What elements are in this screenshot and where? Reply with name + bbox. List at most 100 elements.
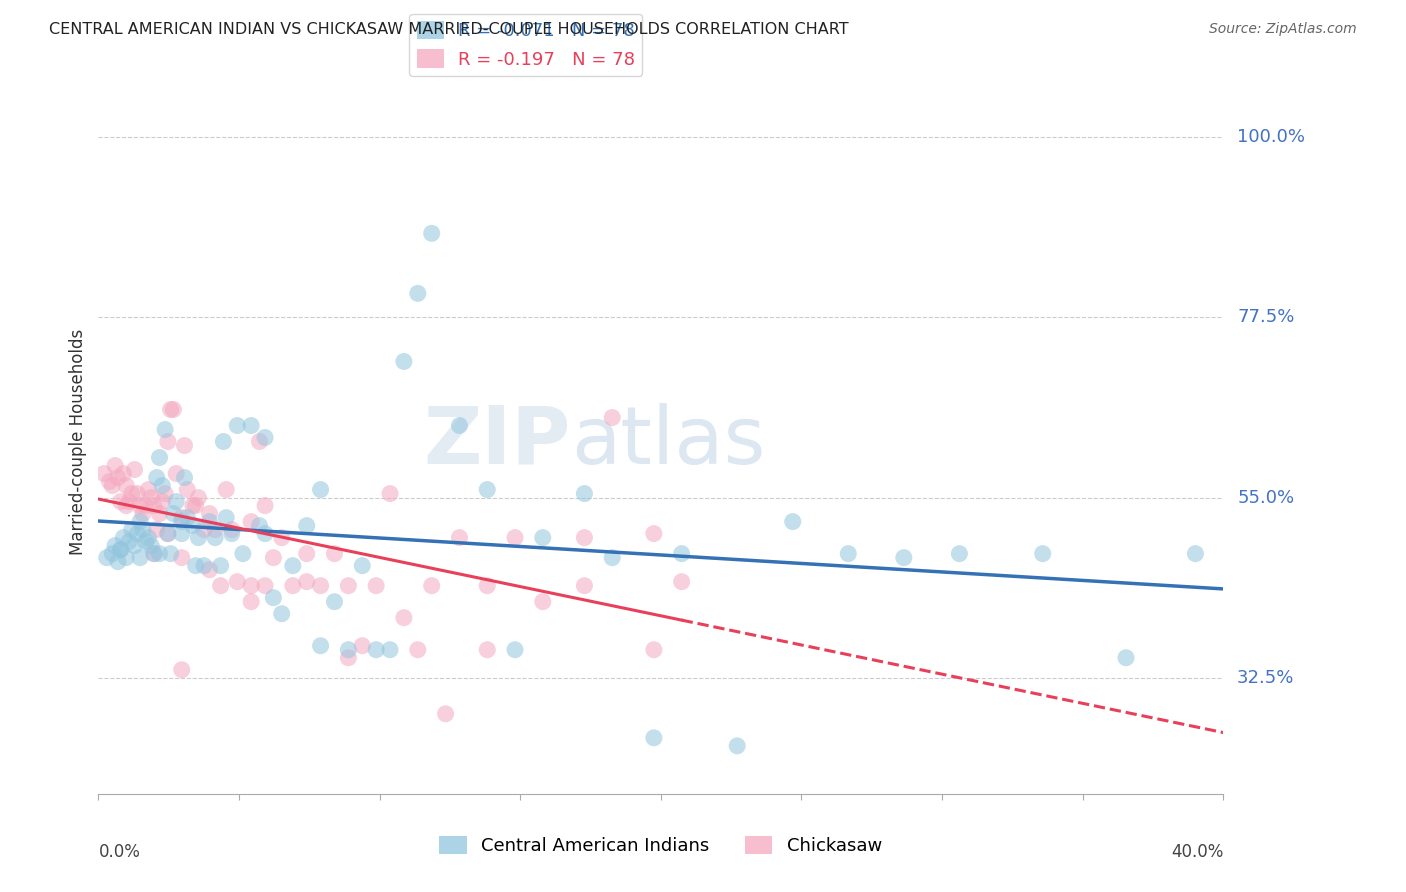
Point bbox=[240, 579, 263, 593]
Point bbox=[104, 539, 127, 553]
Point bbox=[193, 558, 215, 573]
Point bbox=[309, 639, 332, 653]
Point bbox=[132, 507, 155, 521]
Point bbox=[837, 547, 859, 561]
Point bbox=[337, 650, 360, 665]
Point bbox=[145, 470, 167, 484]
Point bbox=[295, 518, 318, 533]
Point bbox=[198, 507, 221, 521]
Point bbox=[112, 531, 135, 545]
Point bbox=[118, 494, 141, 508]
Point bbox=[187, 531, 209, 545]
Point bbox=[1115, 650, 1137, 665]
Point bbox=[221, 526, 243, 541]
Point bbox=[406, 642, 429, 657]
Point bbox=[240, 515, 263, 529]
Text: 40.0%: 40.0% bbox=[1171, 843, 1223, 861]
Point bbox=[150, 478, 173, 492]
Point bbox=[600, 550, 623, 565]
Point bbox=[232, 547, 254, 561]
Point bbox=[162, 402, 184, 417]
Point bbox=[226, 574, 249, 589]
Point bbox=[159, 547, 181, 561]
Point bbox=[93, 467, 115, 481]
Point bbox=[145, 523, 167, 537]
Point bbox=[127, 526, 149, 541]
Point bbox=[503, 531, 526, 545]
Point bbox=[181, 499, 204, 513]
Point bbox=[162, 507, 184, 521]
Point bbox=[254, 526, 277, 541]
Point bbox=[643, 642, 665, 657]
Point bbox=[671, 574, 693, 589]
Point bbox=[366, 579, 388, 593]
Text: 77.5%: 77.5% bbox=[1237, 309, 1295, 326]
Point bbox=[249, 518, 271, 533]
Point bbox=[392, 610, 415, 624]
Point bbox=[449, 531, 471, 545]
Text: atlas: atlas bbox=[571, 402, 765, 481]
Point bbox=[262, 591, 284, 605]
Point bbox=[198, 563, 221, 577]
Text: ZIP: ZIP bbox=[423, 402, 571, 481]
Point bbox=[281, 579, 304, 593]
Point bbox=[115, 478, 138, 492]
Point bbox=[143, 547, 166, 561]
Point bbox=[1184, 547, 1206, 561]
Point bbox=[434, 706, 457, 721]
Point bbox=[132, 523, 155, 537]
Point bbox=[110, 542, 132, 557]
Point bbox=[181, 518, 204, 533]
Point bbox=[173, 470, 195, 484]
Point bbox=[187, 491, 209, 505]
Point bbox=[226, 418, 249, 433]
Text: Source: ZipAtlas.com: Source: ZipAtlas.com bbox=[1209, 22, 1357, 37]
Point bbox=[148, 450, 170, 465]
Point bbox=[107, 470, 129, 484]
Point bbox=[270, 607, 292, 621]
Point bbox=[110, 494, 132, 508]
Point bbox=[121, 523, 143, 537]
Point bbox=[153, 486, 176, 500]
Point bbox=[143, 547, 166, 561]
Point bbox=[531, 595, 554, 609]
Point bbox=[138, 483, 160, 497]
Point bbox=[215, 510, 238, 524]
Point bbox=[254, 579, 277, 593]
Point bbox=[148, 547, 170, 561]
Point bbox=[165, 467, 187, 481]
Point bbox=[148, 507, 170, 521]
Point bbox=[107, 555, 129, 569]
Point bbox=[240, 595, 263, 609]
Point bbox=[323, 595, 346, 609]
Point bbox=[135, 534, 157, 549]
Point bbox=[449, 418, 471, 433]
Point bbox=[262, 550, 284, 565]
Point bbox=[156, 526, 179, 541]
Point bbox=[159, 402, 181, 417]
Point bbox=[270, 531, 292, 545]
Point bbox=[124, 539, 146, 553]
Point bbox=[420, 227, 443, 241]
Point bbox=[118, 534, 141, 549]
Point bbox=[98, 475, 121, 489]
Point bbox=[366, 642, 388, 657]
Point bbox=[643, 526, 665, 541]
Point bbox=[176, 483, 198, 497]
Point bbox=[212, 434, 235, 449]
Y-axis label: Married-couple Households: Married-couple Households bbox=[69, 328, 87, 555]
Point bbox=[129, 550, 152, 565]
Point bbox=[337, 579, 360, 593]
Point bbox=[295, 574, 318, 589]
Point bbox=[104, 458, 127, 473]
Point bbox=[129, 515, 152, 529]
Point bbox=[143, 499, 166, 513]
Point bbox=[215, 483, 238, 497]
Point bbox=[477, 579, 499, 593]
Point bbox=[141, 491, 163, 505]
Point bbox=[127, 486, 149, 500]
Point bbox=[378, 642, 401, 657]
Point bbox=[249, 434, 271, 449]
Point bbox=[352, 558, 374, 573]
Point bbox=[782, 515, 804, 529]
